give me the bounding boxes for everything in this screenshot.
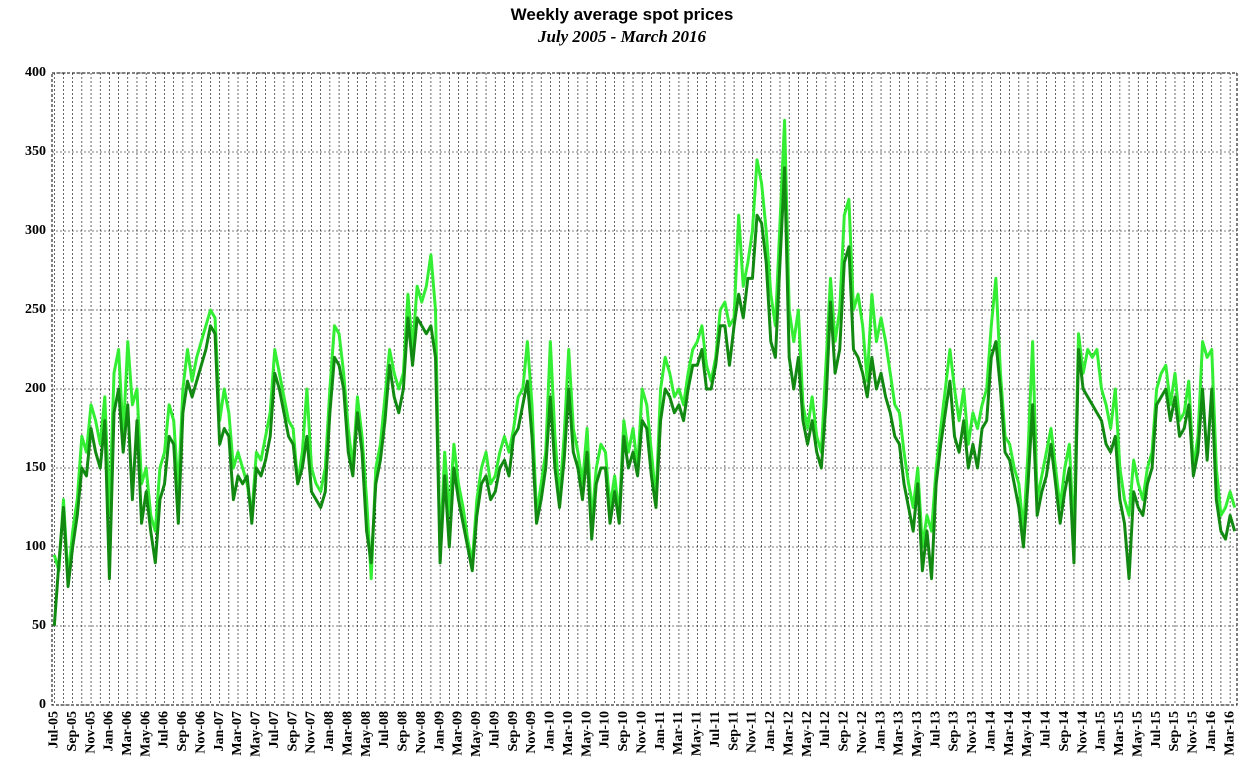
series-line xyxy=(52,166,1237,627)
x-tick-label: Jan-07 xyxy=(212,711,227,751)
x-tick-label: Jul-05 xyxy=(47,711,62,748)
x-tick-label: Jul-14 xyxy=(1039,711,1054,748)
x-tick-label: Jan-13 xyxy=(873,711,888,751)
x-tick-label: Jan-16 xyxy=(1204,711,1219,751)
x-tick-label: Mar-11 xyxy=(671,711,686,755)
x-tick-label: May-15 xyxy=(1130,711,1145,757)
x-tick-label: May-08 xyxy=(359,711,374,757)
x-tick-label: Nov-11 xyxy=(745,711,760,753)
x-tick-label: Jan-09 xyxy=(432,711,447,751)
x-tick-label: Nov-09 xyxy=(524,711,539,754)
x-tick-label: Jul-15 xyxy=(1149,711,1164,748)
x-tick-label: Mar-15 xyxy=(1112,711,1127,756)
x-tick-label: Mar-14 xyxy=(1002,711,1017,756)
x-tick-label: Mar-13 xyxy=(892,711,907,756)
x-tick-label: Sep-11 xyxy=(726,711,741,751)
x-tick-label: May-12 xyxy=(800,711,815,757)
x-tick-label: Jan-15 xyxy=(1094,711,1109,751)
x-tick-label: May-13 xyxy=(910,711,925,757)
x-tick-label: Jan-08 xyxy=(322,711,337,751)
x-tick-label: Jan-14 xyxy=(983,711,998,751)
y-tick-label: 50 xyxy=(32,618,46,633)
x-tick-label: Mar-12 xyxy=(781,711,796,756)
x-tick-label: Sep-07 xyxy=(285,711,300,751)
x-tick-label: Mar-07 xyxy=(230,711,245,756)
x-tick-label: May-11 xyxy=(690,711,705,756)
x-tick-label: Mar-08 xyxy=(340,711,355,756)
x-tick-label: May-07 xyxy=(249,711,264,757)
x-tick-label: Nov-08 xyxy=(414,711,429,754)
x-tick-label: Sep-10 xyxy=(616,711,631,751)
x-tick-label: Mar-16 xyxy=(1222,711,1237,756)
x-tick-label: Jul-13 xyxy=(928,711,943,748)
x-tick-label: Jan-10 xyxy=(543,711,558,751)
y-tick-label: 350 xyxy=(25,144,46,159)
x-tick-label: May-09 xyxy=(469,711,484,757)
x-tick-label: Nov-05 xyxy=(83,711,98,754)
x-tick-label: Nov-07 xyxy=(304,711,319,754)
x-tick-label: Nov-13 xyxy=(965,711,980,754)
y-tick-label: 150 xyxy=(25,460,46,475)
x-tick-label: Sep-13 xyxy=(947,711,962,751)
x-tick-label: Mar-09 xyxy=(451,711,466,756)
plot-frame xyxy=(51,72,1238,706)
y-tick-label: 100 xyxy=(25,539,46,554)
y-tick-label: 200 xyxy=(25,381,46,396)
x-tick-label: Jul-09 xyxy=(487,711,502,748)
x-tick-label: Jul-12 xyxy=(818,711,833,748)
x-tick-label: Mar-06 xyxy=(120,711,135,756)
y-tick-label: 250 xyxy=(25,302,46,317)
x-tick-label: Nov-14 xyxy=(1075,711,1090,754)
y-tick-label: 0 xyxy=(39,697,46,712)
x-tick-label: Jul-07 xyxy=(267,711,282,748)
x-tick-label: Nov-06 xyxy=(193,711,208,754)
x-tick-label: Sep-15 xyxy=(1167,711,1182,751)
y-tick-label: 300 xyxy=(25,223,46,238)
x-tick-label: Jan-12 xyxy=(763,711,778,751)
x-tick-label: Jul-11 xyxy=(708,711,723,748)
x-tick-label: Jan-11 xyxy=(653,711,668,751)
x-tick-label: Jul-08 xyxy=(377,711,392,748)
x-tick-label: Nov-10 xyxy=(634,711,649,754)
x-tick-label: Sep-08 xyxy=(396,711,411,751)
x-tick-label: Nov-12 xyxy=(855,711,870,754)
x-tick-label: Jan-06 xyxy=(102,711,117,751)
x-tick-label: Sep-12 xyxy=(837,711,852,751)
x-tick-label: Sep-05 xyxy=(65,711,80,751)
x-tick-label: Sep-14 xyxy=(1057,711,1072,751)
x-tick-label: Nov-15 xyxy=(1186,711,1201,754)
x-tick-label: Jul-06 xyxy=(157,711,172,748)
chart-subtitle: July 2005 - March 2016 xyxy=(537,27,707,46)
x-tick-label: Sep-06 xyxy=(175,711,190,751)
x-tick-label: May-10 xyxy=(579,711,594,757)
x-tick-label: May-06 xyxy=(138,711,153,757)
x-tick-label: May-14 xyxy=(1020,711,1035,757)
y-tick-label: 400 xyxy=(25,65,46,80)
x-tick-label: Mar-10 xyxy=(561,711,576,756)
chart-title: Weekly average spot prices xyxy=(511,5,734,24)
x-tick-label: Sep-09 xyxy=(506,711,521,751)
x-tick-label: Jul-10 xyxy=(598,711,613,748)
